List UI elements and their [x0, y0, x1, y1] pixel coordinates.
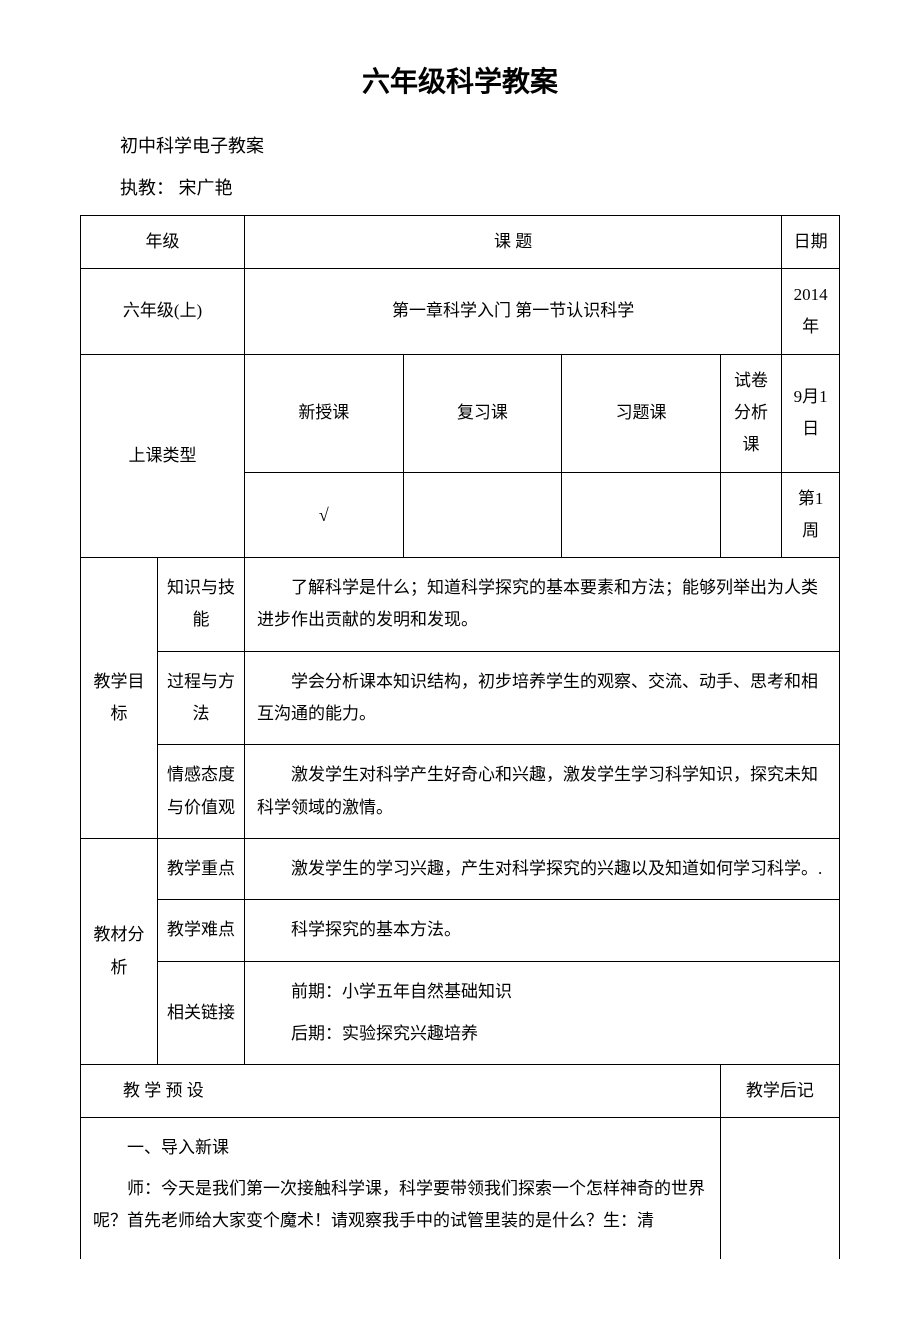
- date-year: 2014年: [782, 269, 840, 355]
- check-exercise: [562, 472, 721, 558]
- lesson-body: 师：今天是我们第一次接触科学课，科学要带领我们探索一个怎样神奇的世界呢？首先老师…: [93, 1173, 708, 1238]
- obj-knowledge-label: 知识与技能: [158, 558, 245, 652]
- difficulty-label: 教学难点: [158, 900, 245, 961]
- notes-empty: [720, 1118, 839, 1259]
- notes-label: 教学后记: [720, 1065, 839, 1118]
- meta-line-1: 初中科学电子教案: [120, 130, 840, 162]
- links-label: 相关链接: [158, 961, 245, 1065]
- meta-line-2: 执教： 宋广艳: [120, 172, 840, 204]
- date-label: 日期: [782, 215, 840, 268]
- lesson-content: 一、导入新课 师：今天是我们第一次接触科学课，科学要带领我们探索一个怎样神奇的世…: [81, 1118, 721, 1259]
- check-exam: [720, 472, 781, 558]
- grade-label: 年级: [81, 215, 245, 268]
- topic-value: 第一章科学入门 第一节认识科学: [245, 269, 782, 355]
- links-before: 前期：小学五年自然基础知识: [257, 976, 827, 1008]
- type-exam: 试卷分析课: [720, 354, 781, 472]
- type-exercise: 习题课: [562, 354, 721, 472]
- obj-process-label: 过程与方法: [158, 651, 245, 745]
- date-day: 9月1日: [782, 354, 840, 472]
- check-new: √: [245, 472, 404, 558]
- lesson-plan-table: 年级 课 题 日期 六年级(上) 第一章科学入门 第一节认识科学 2014年 上…: [80, 215, 840, 1260]
- type-new: 新授课: [245, 354, 404, 472]
- obj-attitude-label: 情感态度与价值观: [158, 745, 245, 839]
- links-content: 前期：小学五年自然基础知识 后期：实验探究兴趣培养: [245, 961, 840, 1065]
- obj-process-content: 学会分析课本知识结构，初步培养学生的观察、交流、动手、思考和相互沟通的能力。: [245, 651, 840, 745]
- date-week: 第1 周: [782, 472, 840, 558]
- topic-label: 课 题: [245, 215, 782, 268]
- teacher-name: 宋广艳: [179, 178, 233, 198]
- objectives-label: 教学目标: [81, 558, 158, 839]
- keypoint-content: 激发学生的学习兴趣，产生对科学探究的兴趣以及知道如何学习科学。.: [245, 838, 840, 899]
- obj-knowledge-content: 了解科学是什么；知道科学探究的基本要素和方法；能够列举出为人类进步作出贡献的发明…: [245, 558, 840, 652]
- type-review: 复习课: [403, 354, 562, 472]
- grade-value: 六年级(上): [81, 269, 245, 355]
- analysis-label: 教材分析: [81, 838, 158, 1064]
- page-title: 六年级科学教案: [80, 60, 840, 100]
- preset-label: 教 学 预 设: [81, 1065, 721, 1118]
- class-type-label: 上课类型: [81, 354, 245, 557]
- lesson-heading: 一、导入新课: [93, 1132, 708, 1164]
- links-after: 后期：实验探究兴趣培养: [257, 1018, 827, 1050]
- keypoint-label: 教学重点: [158, 838, 245, 899]
- difficulty-content: 科学探究的基本方法。: [245, 900, 840, 961]
- teacher-label: 执教：: [120, 178, 174, 198]
- obj-attitude-content: 激发学生对科学产生好奇心和兴趣，激发学生学习科学知识，探究未知科学领域的激情。: [245, 745, 840, 839]
- check-review: [403, 472, 562, 558]
